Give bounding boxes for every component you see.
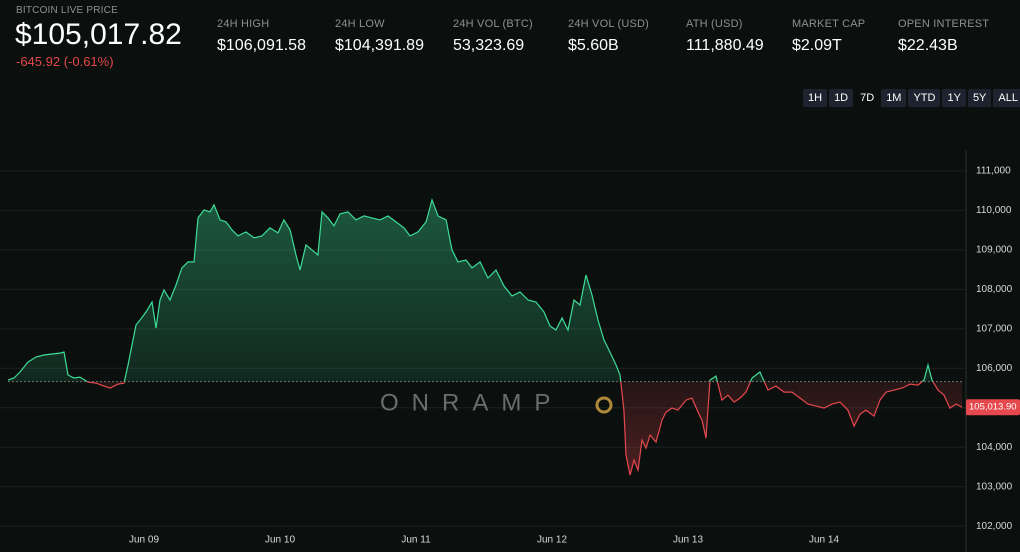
stat-value: $2.09T (792, 37, 842, 54)
y-tick-label: 103,000 (976, 481, 1013, 492)
stat-label: MARKET CAP (792, 18, 866, 30)
stat-value: $104,391.89 (335, 37, 424, 54)
range-button[interactable]: ALL (993, 89, 1020, 107)
x-tick-label: Jun 10 (265, 535, 295, 546)
range-buttons: 1H 1D 7D 1M YTD 1Y 5Y ALL (803, 89, 1020, 107)
stat-value: $106,091.58 (217, 37, 306, 54)
range-button[interactable]: YTD (908, 89, 941, 107)
x-tick-label: Jun 12 (537, 535, 567, 546)
x-tick-label: Jun 13 (673, 535, 703, 546)
range-button[interactable]: 7D (855, 89, 880, 107)
price: $105,017.82 (15, 18, 182, 51)
y-tick-label: 108,000 (976, 284, 1013, 295)
stat-label: OPEN INTEREST (898, 18, 990, 30)
area (8, 199, 963, 476)
stat-value: 111,880.49 (686, 37, 764, 54)
stat-label: 24H VOL (USD) (568, 18, 650, 30)
price-label: BITCOIN LIVE PRICE (16, 5, 118, 16)
y-tick-label: 107,000 (976, 323, 1013, 334)
range-button[interactable]: 1Y (942, 89, 966, 107)
y-tick-label: 104,000 (976, 442, 1013, 453)
stat-label: ATH (USD) (686, 18, 743, 30)
x-tick-label: Jun 14 (809, 535, 839, 546)
range-button[interactable]: 5Y (967, 89, 992, 107)
stat-label: 24H LOW (335, 18, 385, 30)
stat-value: $22.43B (898, 37, 958, 54)
price-tag (966, 399, 1020, 416)
y-tick-label: 110,000 (976, 205, 1012, 216)
range-button[interactable]: 1M (881, 89, 907, 107)
stat-label: 24H HIGH (217, 18, 270, 30)
price-tag-label: 105,013.90 (969, 402, 1017, 413)
price-change: -645.92 (-0.61%) (16, 54, 114, 69)
price-line (7, 197, 963, 476)
x-tick-label: Jun 11 (401, 535, 431, 546)
range-button[interactable]: 1H (803, 89, 828, 107)
y-tick-label: 102,000 (976, 521, 1013, 532)
x-tick-label: Jun 09 (129, 535, 159, 546)
y-tick-label: 111,000 (976, 166, 1011, 177)
stat-value: 53,323.69 (453, 37, 525, 54)
y-tick-label: 109,000 (976, 245, 1013, 256)
watermark: ONRAMP (380, 389, 563, 416)
stat-value: $5.60B (568, 37, 619, 54)
y-tick-label: 106,000 (976, 363, 1013, 374)
watermark-logo (595, 396, 613, 414)
stat-label: 24H VOL (BTC) (453, 18, 533, 30)
range-button[interactable]: 1D (829, 89, 854, 107)
